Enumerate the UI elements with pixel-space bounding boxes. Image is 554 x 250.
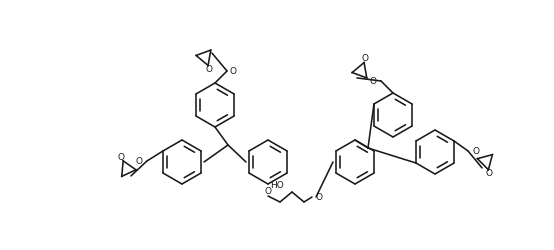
Text: O: O [370,76,377,86]
Text: O: O [362,54,369,63]
Text: O: O [118,153,125,162]
Text: O: O [206,65,213,74]
Text: O: O [230,66,237,76]
Text: O: O [264,188,271,196]
Text: O: O [316,192,323,202]
Text: O: O [472,146,479,156]
Text: O: O [136,156,143,166]
Text: HO: HO [270,182,284,190]
Text: O: O [486,169,493,178]
